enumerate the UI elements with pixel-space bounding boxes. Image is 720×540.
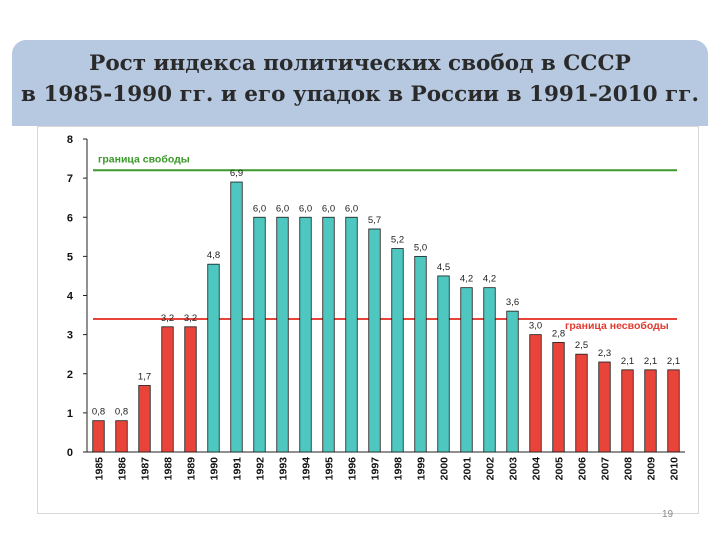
- x-tick-label: 2003: [508, 457, 520, 481]
- bar-1997: [368, 228, 381, 453]
- value-label: 5,0: [414, 242, 427, 253]
- x-tick-label: 1991: [232, 457, 244, 481]
- value-label: 2,8: [552, 328, 565, 339]
- title-line-1: Рост индекса политических свобод в СССР: [89, 51, 631, 76]
- x-tick-label: 2008: [623, 457, 635, 481]
- x-tick-label: 1992: [255, 457, 267, 481]
- value-label: 6,0: [276, 203, 289, 214]
- x-tick-label: 1996: [347, 457, 359, 481]
- x-tick-label: 2005: [554, 457, 566, 481]
- bar-2000: [437, 275, 450, 453]
- page-number: 19: [662, 509, 674, 520]
- y-tick-label: 2: [67, 369, 73, 381]
- value-label: 0,8: [92, 407, 105, 418]
- y-tick-label: 1: [67, 408, 73, 420]
- bar-2005: [552, 342, 565, 453]
- value-label: 6,0: [299, 203, 312, 214]
- x-tick-label: 2006: [577, 457, 589, 481]
- slide-title: Рост индекса политических свобод в СССР …: [12, 48, 708, 110]
- bar-2003: [506, 310, 519, 453]
- title-banner: [12, 40, 708, 126]
- x-tick-label: 1994: [301, 457, 313, 481]
- x-tick-label: 1986: [117, 457, 129, 481]
- bar-1994: [299, 216, 312, 453]
- bar-2004: [529, 334, 542, 453]
- value-label: 6,0: [345, 203, 358, 214]
- bar-1987: [138, 385, 151, 453]
- bar-1993: [276, 216, 289, 453]
- x-tick-label: 1988: [163, 457, 175, 481]
- bar-2002: [483, 287, 496, 453]
- bar-1996: [345, 216, 358, 453]
- bar-1991: [230, 181, 243, 453]
- x-tick-label: 1998: [393, 457, 405, 481]
- x-tick-label: 1987: [140, 457, 152, 481]
- x-tick-label: 1997: [370, 457, 382, 481]
- y-tick-label: 5: [67, 251, 73, 263]
- value-label: 6,0: [253, 203, 266, 214]
- x-tick-label: 2004: [531, 457, 543, 481]
- x-tick-label: 2007: [600, 457, 612, 481]
- x-tick-label: 2000: [439, 457, 451, 481]
- value-label: 6,9: [230, 168, 243, 179]
- bar-2008: [621, 369, 634, 453]
- bar-2010: [667, 369, 680, 453]
- value-label: 4,2: [460, 274, 473, 285]
- x-tick-label: 2010: [669, 457, 681, 481]
- value-label: 3,0: [529, 321, 542, 332]
- bar-1998: [391, 248, 404, 453]
- value-label: 4,5: [437, 262, 450, 273]
- value-label: 2,1: [644, 356, 657, 367]
- bar-chart: 0 1 2 3 4 5 6 7 8 граница свободы 0,8 1985 0,8 1986 1,…: [67, 134, 685, 481]
- bar-1990: [207, 263, 220, 453]
- x-tick-label: 1985: [94, 457, 106, 481]
- x-tick-label: 1993: [278, 457, 290, 481]
- value-label: 5,7: [368, 215, 381, 226]
- value-label: 2,1: [667, 356, 680, 367]
- y-tick-label: 7: [67, 173, 73, 185]
- value-label: 0,8: [115, 407, 128, 418]
- bar-2006: [575, 353, 588, 453]
- title-line-2: в 1985-1990 гг. и его упадок в России в …: [21, 82, 699, 107]
- unfreedom-line-label: граница несвободы: [565, 320, 669, 332]
- x-tick-label: 1990: [209, 457, 221, 481]
- value-label: 4,2: [483, 274, 496, 285]
- y-tick-label: 0: [67, 447, 73, 459]
- value-label: 2,5: [575, 340, 588, 351]
- value-label: 5,2: [391, 235, 404, 246]
- y-tick-label: 4: [67, 291, 74, 303]
- bar-1995: [322, 216, 335, 453]
- freedom-line-label: граница свободы: [98, 153, 190, 165]
- bar-1985: [92, 420, 105, 453]
- y-tick-label: 3: [67, 330, 73, 342]
- x-tick-label: 2009: [646, 457, 658, 481]
- bar-2001: [460, 287, 473, 453]
- value-label: 6,0: [322, 203, 335, 214]
- value-label: 3,2: [184, 313, 197, 324]
- y-tick-label: 8: [67, 134, 73, 146]
- chart-frame: 0 1 2 3 4 5 6 7 8 граница свободы 0,8 1985 0,8 1986 1,…: [37, 126, 699, 514]
- bar-1999: [414, 255, 427, 453]
- value-label: 2,1: [621, 356, 634, 367]
- value-label: 3,2: [161, 313, 174, 324]
- y-tick-label: 6: [67, 212, 73, 224]
- bar-1986: [115, 420, 128, 453]
- x-tick-label: 2002: [485, 457, 497, 481]
- x-tick-label: 1995: [324, 457, 336, 481]
- x-tick-label: 2001: [462, 457, 474, 481]
- value-label: 2,3: [598, 348, 611, 359]
- bar-2007: [598, 361, 611, 453]
- value-label: 3,6: [506, 297, 519, 308]
- bar-2009: [644, 369, 657, 453]
- value-label: 1,7: [138, 371, 151, 382]
- x-tick-label: 1999: [416, 457, 428, 481]
- bar-1988: [161, 326, 174, 453]
- value-label: 4,8: [207, 250, 220, 261]
- x-tick-label: 1989: [186, 457, 198, 481]
- bar-1992: [253, 216, 266, 453]
- bar-1989: [184, 326, 197, 453]
